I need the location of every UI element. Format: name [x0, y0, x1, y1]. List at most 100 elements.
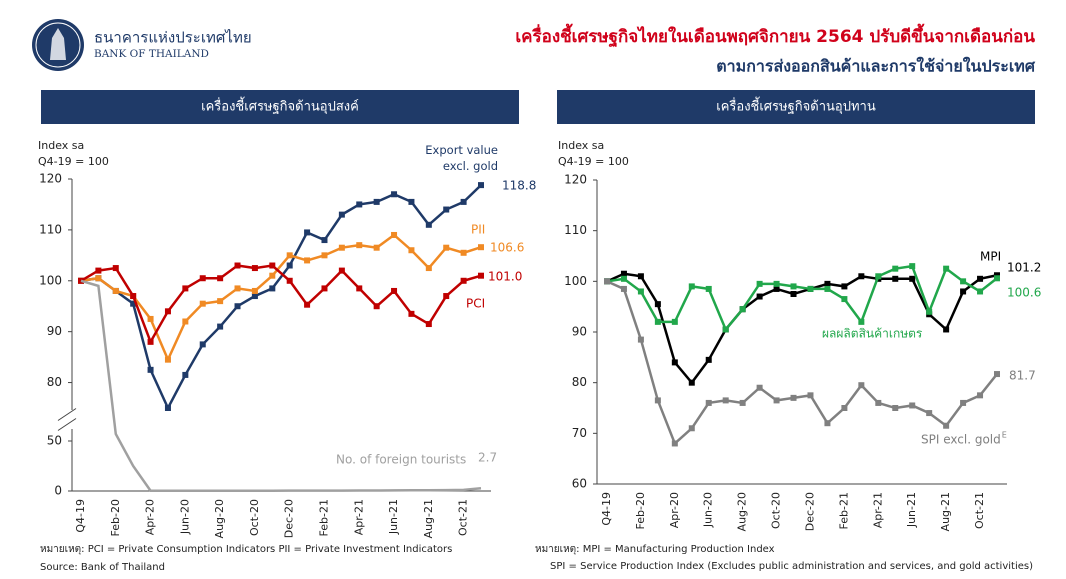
marker — [705, 356, 712, 363]
marker — [112, 287, 119, 294]
marker — [112, 265, 119, 272]
bank-en: BANK OF THAILAND — [94, 48, 209, 60]
marker — [824, 420, 831, 427]
marker — [654, 397, 661, 404]
marker — [217, 298, 224, 305]
marker — [909, 275, 916, 282]
marker — [858, 318, 865, 325]
x-tick-label: Aug-21 — [422, 499, 435, 538]
marker — [199, 275, 206, 282]
title: เครื่องชี้เศรษฐกิจไทยในเดือนพฤศจิกายน 25… — [515, 23, 1035, 48]
marker — [994, 275, 1000, 282]
marker — [892, 275, 899, 282]
marker — [251, 287, 258, 294]
marker — [338, 267, 345, 274]
marker — [199, 300, 206, 307]
marker — [147, 366, 154, 373]
marker — [443, 244, 450, 251]
marker — [95, 275, 102, 282]
marker — [943, 326, 950, 333]
marker — [408, 247, 415, 254]
value-label: 101.2 — [1007, 261, 1041, 275]
marker — [373, 198, 380, 205]
value-label: 100.6 — [1007, 286, 1041, 300]
x-tick-label: Feb-20 — [109, 499, 122, 536]
footnote: Source: Bank of Thailand — [40, 562, 165, 573]
marker — [841, 296, 848, 303]
marker — [182, 371, 189, 378]
series-label: MPI — [980, 250, 1001, 264]
x-tick-label: Feb-20 — [634, 492, 647, 529]
marker — [705, 285, 712, 292]
marker — [251, 265, 258, 272]
y-axis-label: Q4-19 = 100 — [558, 155, 629, 168]
marker — [478, 182, 484, 189]
x-tick-label: Jun-20 — [702, 492, 715, 528]
marker — [130, 300, 137, 307]
marker — [321, 237, 328, 244]
marker — [408, 310, 415, 317]
x-tick-label: Jun-20 — [178, 499, 191, 535]
marker — [478, 272, 484, 279]
x-tick-label: Aug-20 — [213, 499, 226, 538]
marker — [722, 397, 729, 404]
y-tick-label: 50 — [47, 434, 62, 448]
marker — [790, 283, 797, 290]
subtitle: ตามการส่งออกสินค้าและการใช้จ่ายในประเทศ — [716, 57, 1036, 76]
marker — [604, 278, 610, 285]
marker — [722, 326, 729, 333]
y-tick-label: 0 — [54, 484, 62, 498]
marker — [824, 285, 831, 292]
marker — [425, 265, 432, 272]
marker — [671, 440, 678, 447]
marker — [443, 293, 450, 300]
marker — [909, 263, 916, 270]
y-tick-label: 120 — [564, 173, 587, 187]
marker — [773, 285, 780, 292]
marker — [373, 303, 380, 310]
marker — [654, 318, 661, 325]
marker — [790, 291, 797, 297]
footnote: หมายเหตุ: PCI = Private Consumption Indi… — [40, 544, 452, 555]
bank-thai: ธนาคารแห่งประเทศไทย — [94, 29, 252, 47]
marker — [739, 306, 746, 313]
series-label: PCI — [466, 297, 485, 311]
value-label: 2.7 — [478, 451, 497, 465]
marker — [688, 379, 695, 386]
marker — [994, 272, 1000, 279]
marker — [304, 257, 311, 264]
marker — [217, 275, 224, 282]
marker — [373, 244, 380, 251]
marker — [756, 293, 763, 300]
marker — [460, 277, 467, 284]
marker — [269, 262, 276, 269]
marker — [408, 198, 415, 205]
series-line — [80, 184, 482, 411]
marker — [977, 288, 984, 295]
axis-break — [57, 418, 77, 431]
x-tick-label: Aug-20 — [736, 492, 749, 531]
marker — [620, 270, 627, 277]
y-tick-label: 60 — [572, 477, 587, 491]
series-line — [606, 264, 998, 332]
marker — [654, 301, 661, 308]
series-label: SPI excl. gold — [921, 433, 1001, 447]
y-tick-label: 100 — [39, 273, 62, 287]
y-axis-label: Index sa — [558, 139, 604, 152]
marker — [875, 399, 882, 406]
marker — [875, 273, 882, 280]
value-label: 118.8 — [502, 179, 536, 193]
x-tick-label: Q4-19 — [600, 492, 613, 526]
marker — [286, 262, 293, 269]
marker — [637, 273, 644, 280]
marker — [977, 392, 984, 399]
marker — [321, 285, 328, 292]
marker — [147, 315, 154, 322]
marker — [637, 288, 644, 295]
marker — [391, 191, 398, 198]
marker — [688, 425, 695, 432]
marker — [926, 308, 933, 315]
marker — [926, 410, 933, 417]
series-label: ผลผลิตสินค้าเกษตร — [822, 327, 923, 341]
